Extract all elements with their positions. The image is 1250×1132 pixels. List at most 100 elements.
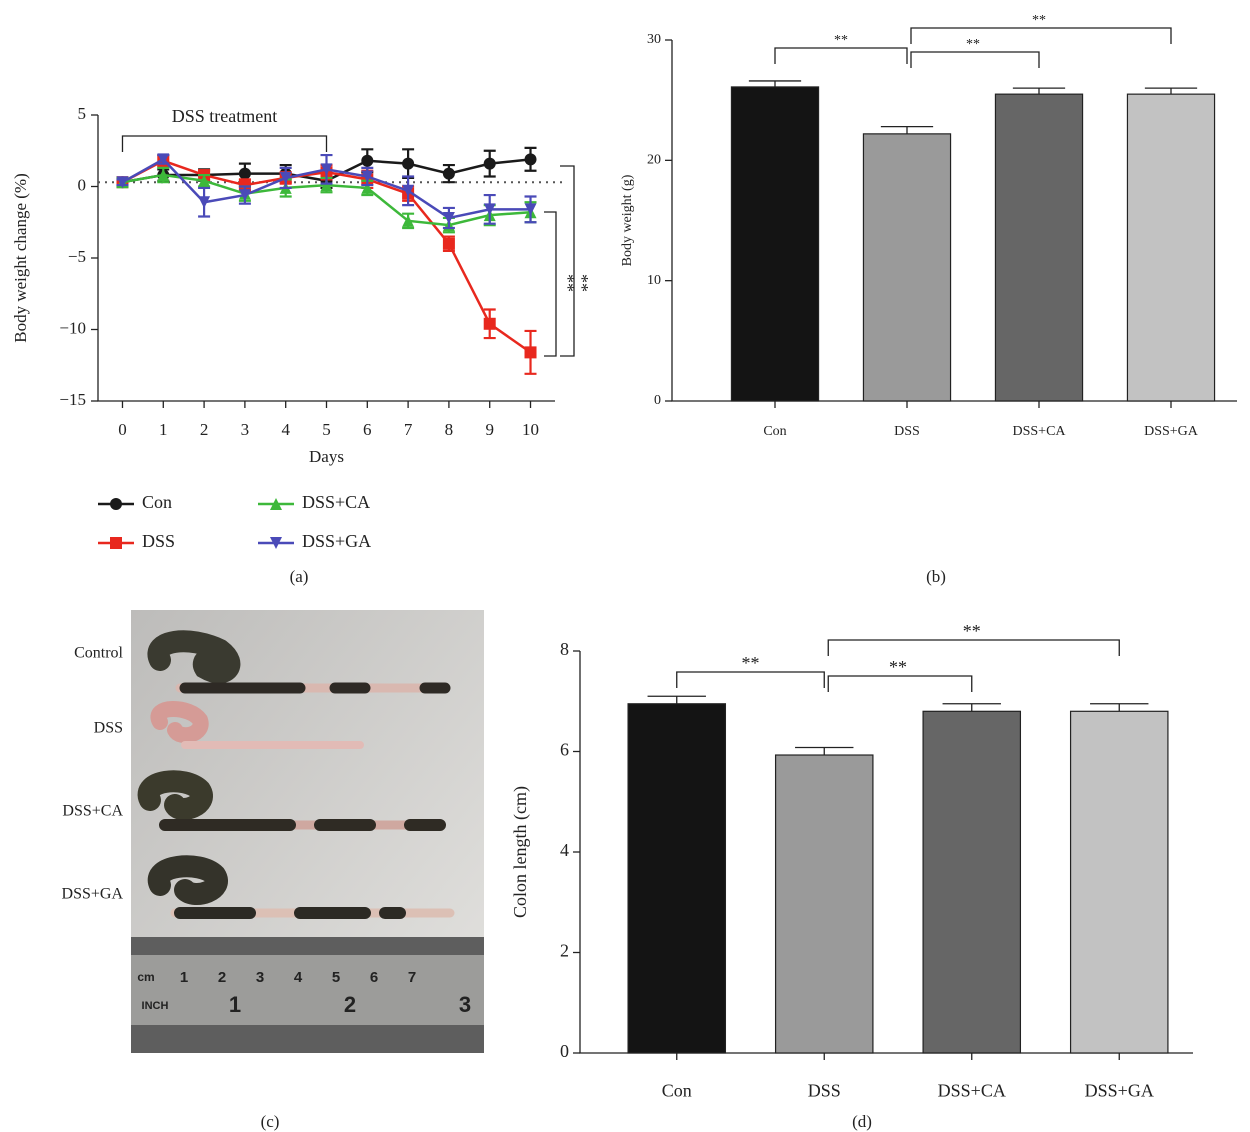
bar	[774, 754, 874, 1054]
photo-label: DSS	[94, 720, 123, 737]
y-tick-label: 30	[647, 32, 661, 47]
ruler-label: INCH	[142, 1000, 169, 1012]
significance-bracket	[910, 51, 1040, 68]
y-axis-label: Body weight change (%)	[11, 173, 30, 342]
significance-brackets	[544, 165, 575, 357]
marker	[402, 184, 415, 197]
marker	[361, 181, 374, 194]
legend-label: Con	[142, 492, 172, 512]
marker	[524, 203, 537, 216]
error-bar	[942, 703, 1001, 712]
significance-label: **	[963, 621, 981, 641]
y-tick-label: 5	[78, 104, 87, 123]
photo-label: DSS+GA	[62, 886, 124, 903]
x-axis-label: Days	[309, 447, 344, 466]
marker	[524, 346, 537, 359]
y-axis-label: Body weight (g)	[620, 174, 635, 266]
significance-label: **	[742, 653, 760, 673]
significance-bracket	[676, 671, 825, 688]
caption: (c)	[261, 1112, 280, 1131]
x-tick-label: 8	[445, 420, 454, 439]
bracket-label: DSS treatment	[172, 106, 278, 126]
photo-label: DSS+CA	[62, 803, 123, 820]
bar	[862, 133, 952, 402]
caption: (b)	[926, 567, 946, 586]
x-tick-label: Con	[662, 1081, 692, 1101]
y-tick-label: 20	[647, 153, 661, 168]
x-tick-label: DSS+CA	[938, 1081, 1006, 1101]
x-tick-label: 4	[281, 420, 290, 439]
x-tick-label: 0	[118, 420, 127, 439]
legend-label: DSS	[142, 531, 175, 551]
significance-label: **	[1032, 13, 1046, 28]
x-tick-label: 1	[159, 420, 168, 439]
ruler-label: 6	[370, 969, 378, 986]
y-tick-label: 0	[560, 1041, 569, 1061]
ruler-label: cm	[137, 970, 154, 984]
bar	[1126, 93, 1216, 402]
marker	[361, 170, 374, 183]
bar	[1069, 710, 1169, 1054]
marker	[238, 179, 251, 192]
significance-label: **	[889, 657, 907, 677]
marker	[110, 498, 122, 510]
error-bar	[880, 125, 934, 134]
significance-bracket	[827, 675, 973, 692]
ruler-label: 2	[344, 992, 356, 1017]
marker	[198, 196, 211, 209]
ruler-label: 4	[294, 969, 303, 986]
marker	[157, 153, 170, 166]
x-tick-label: 10	[522, 420, 539, 439]
caption: (a)	[290, 567, 309, 586]
error-bar	[748, 80, 802, 87]
marker	[110, 537, 122, 549]
x-tick-label: 7	[404, 420, 413, 439]
significance-label: **	[572, 274, 592, 292]
marker	[238, 167, 251, 180]
ruler-label: 1	[229, 992, 241, 1017]
marker	[483, 203, 496, 216]
y-tick-label: 4	[560, 840, 569, 860]
y-tick-label: −5	[68, 247, 86, 266]
x-tick-label: DSS+CA	[1012, 424, 1066, 439]
y-tick-label: 0	[78, 175, 87, 194]
legend-label: DSS+CA	[302, 492, 370, 512]
significance-label: **	[558, 274, 578, 292]
marker	[320, 179, 333, 192]
x-tick-label: 5	[322, 420, 331, 439]
error-bar	[1144, 87, 1198, 95]
treatment-bracket	[121, 135, 328, 152]
marker	[442, 167, 455, 180]
significance-label: **	[834, 33, 848, 48]
y-tick-label: 10	[647, 273, 661, 288]
marker	[442, 211, 455, 224]
marker	[320, 163, 333, 176]
y-tick-label: 2	[560, 941, 569, 961]
ruler-label: 3	[256, 969, 264, 986]
bar	[922, 710, 1022, 1054]
error-bar	[1090, 703, 1149, 712]
legend-label: DSS+GA	[302, 531, 371, 551]
caption: (d)	[852, 1112, 872, 1131]
x-tick-label: DSS+GA	[1144, 424, 1199, 439]
bar	[994, 93, 1084, 402]
x-tick-label: 9	[485, 420, 494, 439]
y-tick-label: −10	[59, 318, 86, 337]
marker	[279, 171, 292, 184]
marker	[116, 176, 129, 189]
error-bar	[1012, 87, 1066, 95]
y-tick-label: 0	[654, 393, 661, 408]
ruler-label: 3	[459, 992, 471, 1017]
x-tick-label: DSS+GA	[1085, 1081, 1154, 1101]
marker	[238, 189, 251, 202]
photo	[131, 610, 484, 1053]
significance-bracket	[910, 27, 1172, 44]
error-bar	[647, 695, 706, 704]
ruler-label: 7	[408, 969, 416, 986]
marker	[157, 169, 170, 182]
ruler-label: 2	[218, 969, 226, 986]
marker	[442, 237, 455, 250]
x-tick-label: 2	[200, 420, 209, 439]
significance-bracket	[774, 47, 908, 64]
